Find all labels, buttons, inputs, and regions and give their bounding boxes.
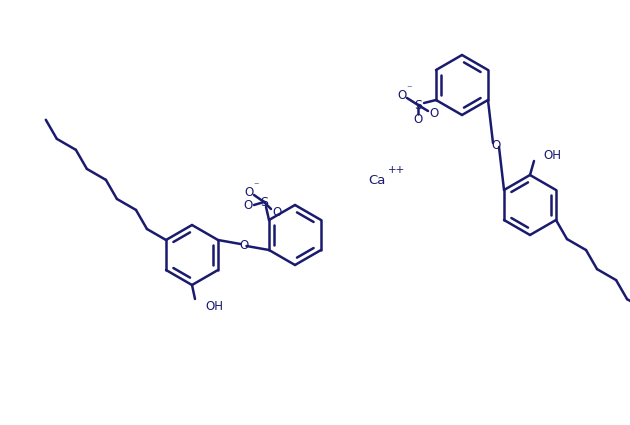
Text: O: O — [272, 206, 282, 218]
Text: S: S — [260, 196, 268, 209]
Text: OH: OH — [205, 300, 223, 314]
Text: O: O — [398, 88, 406, 102]
Text: ++: ++ — [388, 165, 405, 175]
Text: O: O — [243, 198, 253, 212]
Text: O: O — [244, 185, 254, 198]
Text: O: O — [430, 107, 438, 119]
Text: O: O — [239, 238, 248, 252]
Text: OH: OH — [543, 148, 561, 162]
Text: ⁻: ⁻ — [406, 84, 412, 94]
Text: S: S — [414, 99, 422, 111]
Text: Ca: Ca — [368, 173, 386, 187]
Text: O: O — [413, 113, 423, 125]
Text: O: O — [491, 139, 501, 151]
Text: ⁻: ⁻ — [253, 181, 259, 191]
